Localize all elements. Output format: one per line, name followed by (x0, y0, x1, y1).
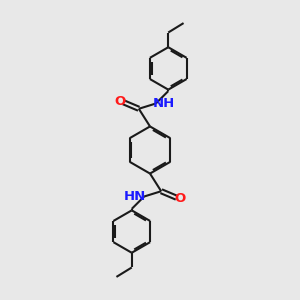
Text: O: O (114, 94, 125, 108)
Text: O: O (175, 192, 186, 206)
Text: HN: HN (124, 190, 146, 203)
Text: NH: NH (153, 97, 175, 110)
